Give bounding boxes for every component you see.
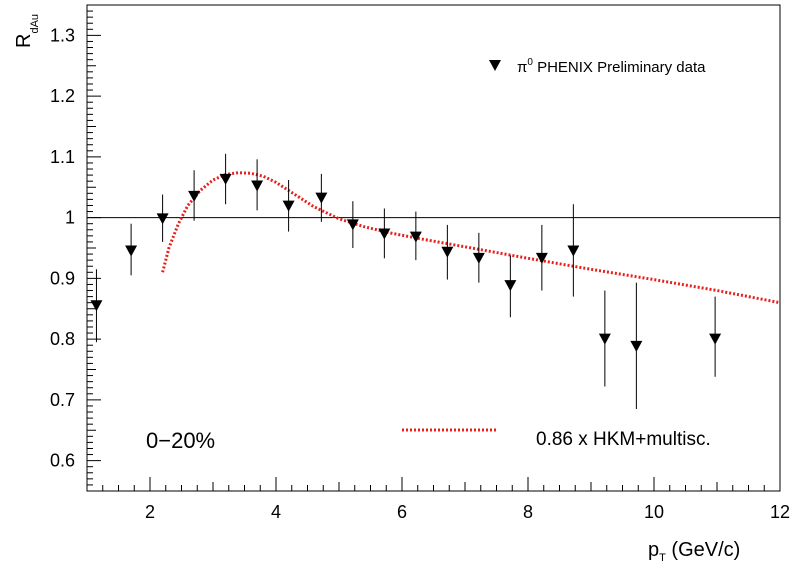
legend-model: 0.86 x HKM+multisc. bbox=[402, 428, 711, 450]
data-point bbox=[125, 245, 138, 257]
legend-triangle-marker bbox=[489, 60, 501, 71]
x-axis-title-sub: T bbox=[659, 552, 666, 563]
data-point bbox=[315, 192, 328, 204]
x-axis-title: pT (GeV/c) bbox=[648, 539, 740, 563]
data-point bbox=[90, 300, 103, 312]
data-point bbox=[535, 252, 548, 264]
y-tick-label: 0.9 bbox=[50, 268, 75, 288]
data-point bbox=[378, 228, 391, 240]
y-tick-label: 1.3 bbox=[50, 25, 75, 45]
x-tick-label: 8 bbox=[523, 502, 533, 522]
series-layer bbox=[90, 153, 781, 409]
data-point bbox=[282, 200, 295, 212]
data-point bbox=[188, 190, 201, 202]
y-tick-label: 0.7 bbox=[50, 390, 75, 410]
x-tick-label: 2 bbox=[145, 502, 155, 522]
x-tick-label: 10 bbox=[644, 502, 664, 522]
y-tick-label: 1 bbox=[65, 208, 75, 228]
data-point bbox=[567, 245, 580, 257]
data-point bbox=[709, 333, 722, 345]
data-point bbox=[598, 333, 611, 345]
plot-frame bbox=[86, 4, 781, 492]
data-point bbox=[409, 231, 422, 243]
data-point bbox=[251, 180, 264, 192]
x-tick-label: 4 bbox=[271, 502, 281, 522]
data-point bbox=[472, 252, 485, 264]
data-point bbox=[441, 246, 454, 258]
y-tick-label: 0.8 bbox=[50, 329, 75, 349]
legend-model-label: 0.86 x HKM+multisc. bbox=[536, 429, 711, 450]
y-tick-label: 1.2 bbox=[50, 86, 75, 106]
y-axis-title-main: R bbox=[13, 34, 35, 48]
centrality-annotation: 0−20% bbox=[146, 428, 215, 453]
legend-data-rest: PHENIX Preliminary data bbox=[533, 59, 706, 76]
legend-data-label: π0 PHENIX Preliminary data bbox=[517, 57, 706, 76]
y-axis-title-sub: dAu bbox=[29, 14, 41, 34]
y-tick-label: 1.1 bbox=[50, 147, 75, 167]
x-tick-label: 12 bbox=[770, 502, 790, 522]
legend-pi-sup: 0 bbox=[527, 57, 533, 68]
axis-ticks: 2 4 6 8 10 12 0.6 0.7 0.8 0.9 1 1.1 1.2 1.3 bbox=[50, 4, 790, 522]
data-point bbox=[219, 173, 232, 185]
legend-pi: π bbox=[517, 59, 527, 76]
x-axis-title-unit: (GeV/c) bbox=[666, 539, 740, 561]
data-point bbox=[630, 340, 643, 352]
y-tick-label: 0.6 bbox=[50, 451, 75, 471]
data-point bbox=[346, 219, 359, 231]
y-axis-title: RdAu bbox=[13, 14, 41, 48]
legend-data: π0 PHENIX Preliminary data bbox=[489, 57, 706, 76]
x-axis-title-main: p bbox=[648, 539, 659, 561]
data-point bbox=[504, 280, 517, 292]
data-point bbox=[156, 213, 169, 225]
model-curve bbox=[161, 171, 781, 305]
x-tick-label: 6 bbox=[397, 502, 407, 522]
